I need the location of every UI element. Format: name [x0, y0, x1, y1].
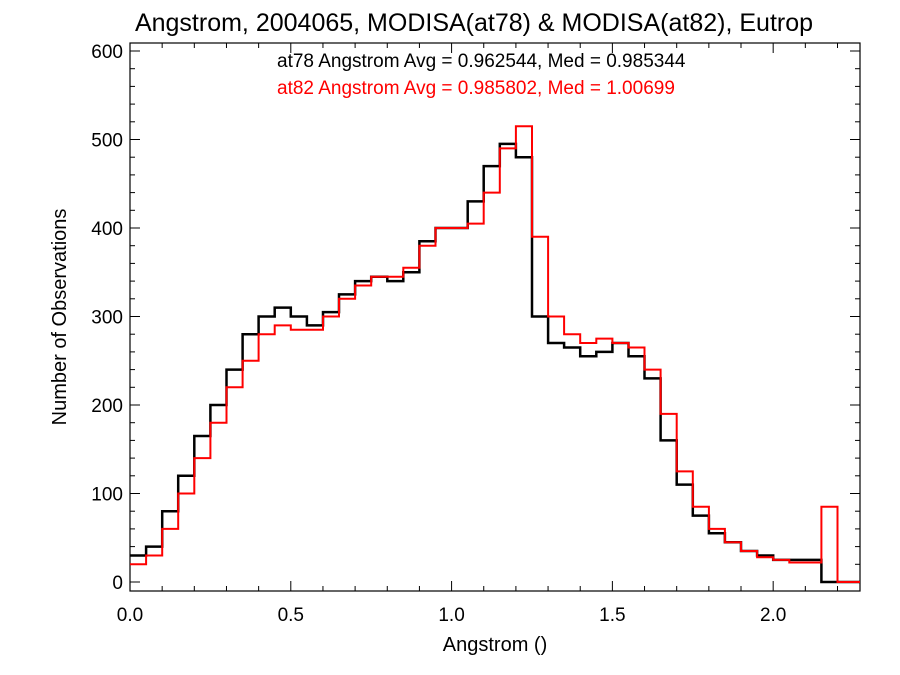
y-tick-label: 0	[112, 573, 123, 594]
y-tick-label: 200	[91, 396, 123, 417]
x-tick-label: 2.0	[760, 605, 786, 626]
chart-title: Angstrom, 2004065, MODISA(at78) & MODISA…	[135, 9, 813, 37]
series-group	[130, 125, 860, 584]
series-line-at78	[130, 142, 860, 584]
plot-frame	[129, 42, 861, 592]
y-tick-label: 100	[91, 485, 123, 506]
y-tick-label: 300	[91, 308, 123, 329]
series-line-at82	[130, 125, 860, 583]
y-axis-label: Number of Observations	[49, 209, 71, 426]
y-tick-label: 400	[91, 219, 123, 240]
y-tick-label: 600	[91, 42, 123, 63]
y-tick-labels: 0 100 200 300 400 500 600	[91, 42, 123, 594]
axis-ticks	[129, 43, 860, 591]
x-tick-label: 1.0	[438, 605, 464, 626]
annotation-at78: at78 Angstrom Avg = 0.962544, Med = 0.98…	[277, 51, 686, 72]
x-tick-label: 0.0	[117, 605, 143, 626]
y-tick-label: 500	[91, 131, 123, 152]
annotation-at82: at82 Angstrom Avg = 0.985802, Med = 1.00…	[277, 78, 675, 99]
x-tick-label: 1.5	[599, 605, 625, 626]
x-axis-label: Angstrom ()	[443, 634, 547, 656]
x-tick-labels: 0.0 0.5 1.0 1.5 2.0	[117, 605, 787, 626]
x-tick-label: 0.5	[278, 605, 304, 626]
